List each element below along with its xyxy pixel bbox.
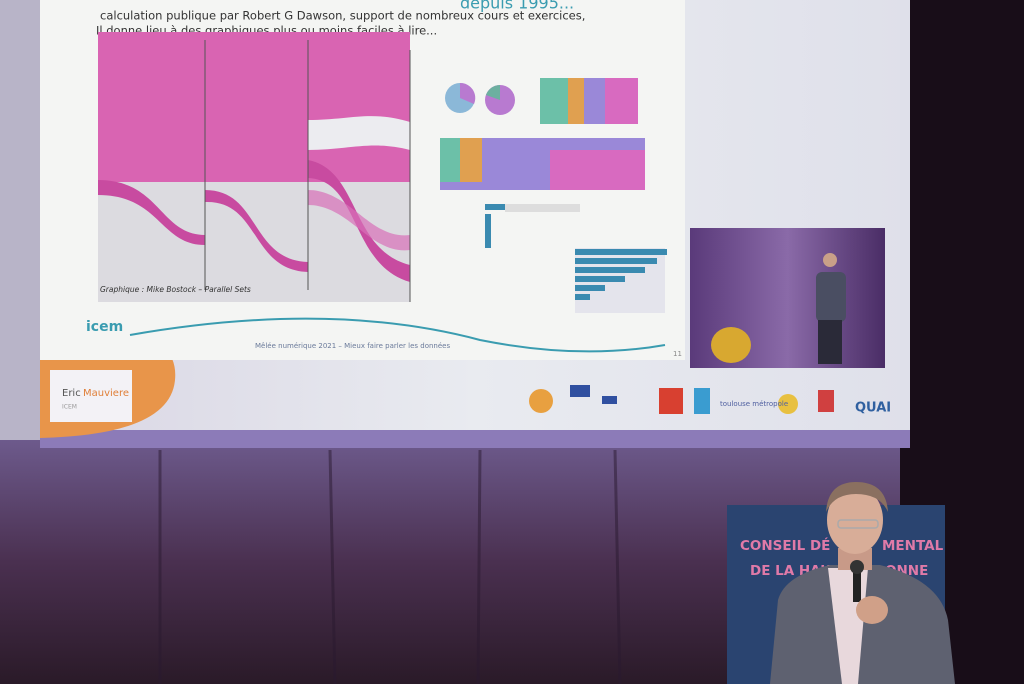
- footer-wave: [129, 317, 666, 353]
- slide-heading: depuis 1995...: [460, 0, 574, 13]
- sponsor-logos: [529, 385, 834, 414]
- speaker-card: [50, 370, 132, 422]
- slide-footer: Mêlée numérique 2021 – Mieux faire parle…: [255, 342, 450, 350]
- sponsor-name: QUAI: [855, 401, 891, 416]
- chair: [711, 327, 751, 363]
- sponsor-name: toulouse métropole: [720, 400, 788, 408]
- speaker-first: Eric: [62, 388, 81, 399]
- small-charts: [440, 78, 667, 313]
- banner-text: MENTAL: [882, 538, 944, 554]
- video-speaker: [816, 253, 846, 364]
- slide-logo: icem: [86, 319, 123, 335]
- speaker: [770, 482, 955, 684]
- speaker-org: ICEM: [62, 404, 77, 411]
- parallel-sets: [98, 32, 411, 302]
- slide-text: calculation publique par Robert G Dawson…: [100, 9, 585, 23]
- curtain-folds: [158, 449, 622, 684]
- speaker-last: Mauviere: [83, 388, 129, 399]
- banner-text: CONSEIL DÉ: [740, 537, 830, 554]
- chart-credit: Graphique : Mike Bostock – Parallel Sets: [100, 285, 251, 294]
- screen-band: [40, 430, 910, 448]
- side-screen: [0, 0, 40, 440]
- page-number: 11: [673, 350, 682, 358]
